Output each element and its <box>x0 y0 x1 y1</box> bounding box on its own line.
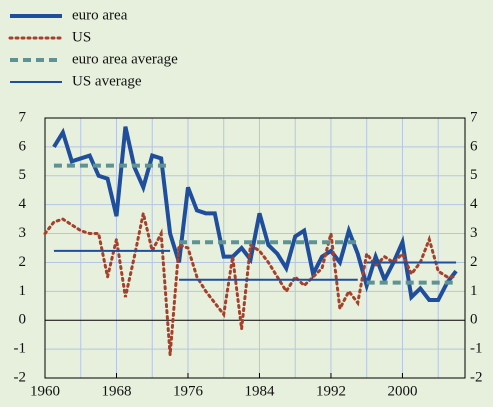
legend-label: euro area <box>72 7 128 23</box>
series-line <box>52 126 458 302</box>
y2-tick-label: 1 <box>470 283 478 299</box>
legend-label: US average <box>72 73 142 89</box>
y2-tick-label: 4 <box>470 196 478 212</box>
y-tick-label: 7 <box>19 109 27 125</box>
y-tick-label: -2 <box>14 369 27 385</box>
legend-label: euro area average <box>72 51 178 67</box>
y-tick-label: 1 <box>19 283 27 299</box>
y2-tick-label: 5 <box>470 167 478 183</box>
x-tick-label: 2000 <box>387 383 417 399</box>
plot-frame <box>44 117 466 379</box>
y-tick-label: 0 <box>19 312 27 328</box>
y-tick-label: 3 <box>19 225 27 241</box>
y2-tick-label: 2 <box>470 254 478 270</box>
y2-tick-label: 7 <box>470 109 478 125</box>
y2-tick-label: 3 <box>470 225 478 241</box>
x-tick-label: 1984 <box>244 383 275 399</box>
x-tick-label: 1976 <box>173 383 204 399</box>
legend-label: US <box>72 29 91 45</box>
y-tick-label: 5 <box>19 167 27 183</box>
y-tick-label: 2 <box>19 254 27 270</box>
y2-tick-label: -2 <box>470 369 483 385</box>
x-tick-label: 1968 <box>101 383 131 399</box>
y-tick-label: -1 <box>14 341 27 357</box>
x-tick-label: 1960 <box>30 383 60 399</box>
y2-tick-label: -1 <box>470 341 483 357</box>
y-tick-label: 6 <box>19 138 27 154</box>
x-tick-label: 1992 <box>316 383 346 399</box>
y2-tick-label: 6 <box>470 138 478 154</box>
y2-tick-label: 0 <box>470 312 478 328</box>
y-tick-label: 4 <box>19 196 27 212</box>
